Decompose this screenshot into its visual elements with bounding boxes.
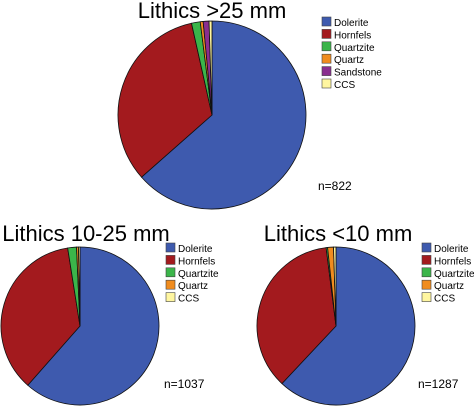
legend-swatch: [321, 78, 332, 89]
legend-swatch: [165, 255, 176, 265]
legend-item-ccs: CCS: [421, 292, 455, 305]
pie-slice-dolerite: [140, 20, 307, 210]
legend-item-quartz: Quartz: [165, 279, 208, 292]
legend-swatch: [421, 292, 432, 302]
legend-item-hornfels: Hornfels: [321, 29, 371, 41]
legend-label: CCS: [178, 294, 199, 305]
legend-item-quartzite: Quartzite: [421, 267, 474, 280]
legend-label: Dolerite: [334, 18, 369, 29]
pie-slice-ccs: [333, 246, 337, 327]
legend-label: Quartz: [178, 281, 208, 292]
legend-swatch: [421, 242, 432, 253]
legend-swatch: [321, 53, 332, 64]
legend-item-quartzite: Quartzite: [321, 41, 375, 54]
legend-label: Quartzite: [178, 269, 219, 280]
chart-title: Lithics <10 mm: [264, 221, 413, 246]
legend-item-sandstone: Sandstone: [321, 66, 382, 79]
sample-size-label: n=1037: [164, 377, 205, 391]
pie-slice-hornfels: [117, 22, 213, 178]
legend-label: Hornfels: [434, 256, 471, 267]
legend-swatch: [165, 242, 176, 253]
legend-item-quartz: Quartz: [421, 279, 464, 292]
pie-slice-hornfels: [0, 247, 81, 386]
legend-label: Dolerite: [178, 244, 213, 255]
legend-swatch: [165, 267, 176, 278]
legend-label: CCS: [334, 80, 355, 91]
legend-label: Quartzite: [434, 269, 474, 280]
legend-swatch: [321, 66, 332, 76]
legend-label: Sandstone: [334, 68, 382, 79]
legend-label: Hornfels: [178, 256, 215, 267]
legend-swatch: [421, 255, 432, 265]
legend-swatch: [421, 279, 432, 290]
legend-swatch: [165, 279, 176, 290]
legend-label: Quartz: [334, 55, 364, 66]
pie-slices: [117, 20, 307, 210]
chart-title: Lithics >25 mm: [138, 0, 287, 23]
legend-swatch: [321, 41, 332, 52]
pie-slice-dolerite: [281, 246, 416, 406]
legend-label: Hornfels: [334, 30, 371, 41]
legend-item-hornfels: Hornfels: [165, 255, 215, 267]
legend-label: Quartz: [434, 281, 464, 292]
legend-swatch: [321, 16, 332, 27]
legend-item-dolerite: Dolerite: [165, 242, 213, 255]
legend-item-ccs: CCS: [165, 292, 199, 305]
sample-size-label: n=1287: [418, 377, 459, 391]
chart-title: Lithics 10-25 mm: [2, 221, 170, 246]
pie-slices: [0, 246, 160, 406]
legend-item-quartz: Quartz: [321, 53, 364, 66]
legend-label: Dolerite: [434, 244, 469, 255]
pie-slice-ccs: [78, 246, 81, 327]
legend-item-quartzite: Quartzite: [165, 267, 219, 280]
legend-swatch: [321, 29, 332, 39]
legend-swatch: [421, 267, 432, 278]
legend-label: CCS: [434, 294, 455, 305]
legend-item-ccs: CCS: [321, 78, 355, 91]
pie-slice-dolerite: [27, 246, 160, 406]
legend-swatch: [165, 292, 176, 302]
pie-slice-hornfels: [256, 247, 337, 385]
legend-item-dolerite: Dolerite: [421, 242, 469, 255]
legend-label: Quartzite: [334, 43, 375, 54]
legend-item-dolerite: Dolerite: [321, 16, 369, 29]
sample-size-label: n=822: [318, 179, 352, 193]
legend-item-hornfels: Hornfels: [421, 255, 471, 267]
pie-slice-ccs: [208, 20, 213, 116]
pie-slices: [256, 246, 416, 406]
